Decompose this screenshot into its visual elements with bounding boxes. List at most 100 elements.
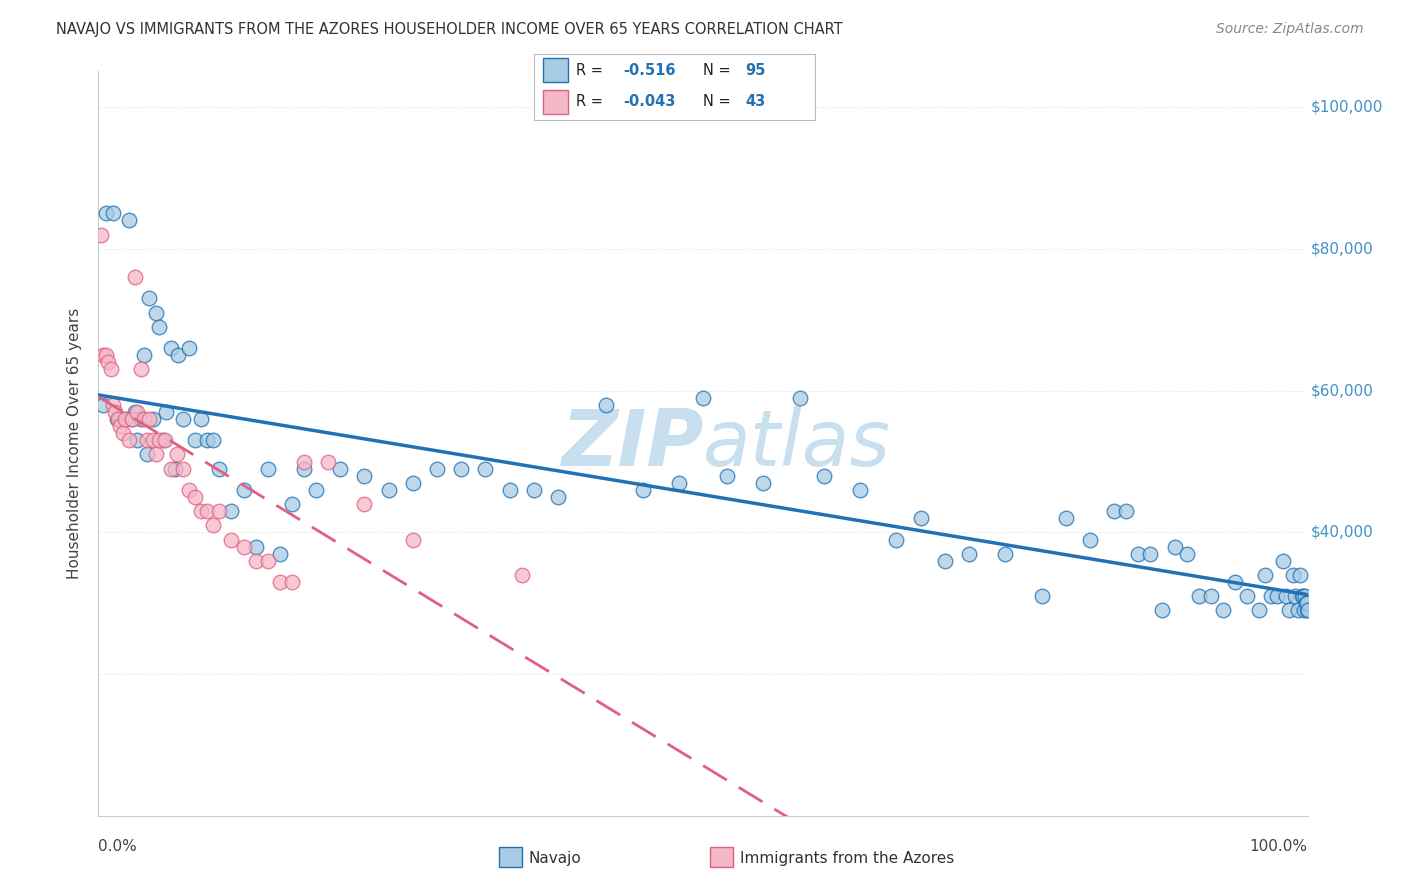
Point	[402, 475, 425, 490]
Point	[1275, 589, 1298, 603]
Point	[813, 468, 835, 483]
Point	[202, 518, 225, 533]
Point	[184, 490, 207, 504]
Point	[994, 547, 1017, 561]
Point	[1031, 589, 1053, 603]
Point	[135, 447, 157, 461]
Text: N =: N =	[703, 95, 735, 109]
Point	[121, 412, 143, 426]
Point	[94, 348, 117, 362]
Point	[1282, 568, 1305, 582]
Point	[1223, 575, 1246, 590]
Point	[221, 533, 243, 547]
Point	[547, 490, 569, 504]
Text: Navajo: Navajo	[529, 851, 582, 865]
Point	[886, 533, 908, 547]
Point	[145, 305, 167, 319]
Point	[107, 412, 129, 426]
Text: 0.0%: 0.0%	[98, 838, 138, 854]
Point	[1296, 596, 1319, 610]
Point	[1054, 511, 1077, 525]
Point	[510, 568, 533, 582]
Point	[208, 504, 231, 518]
Point	[256, 461, 278, 475]
Point	[108, 419, 131, 434]
Point	[1236, 589, 1258, 603]
Point	[152, 434, 174, 448]
Point	[172, 412, 194, 426]
Point	[129, 362, 152, 376]
Point	[118, 213, 141, 227]
Point	[1163, 540, 1185, 554]
Point	[91, 348, 114, 362]
Point	[190, 504, 212, 518]
Point	[1102, 504, 1125, 518]
Point	[148, 434, 170, 448]
Point	[329, 461, 352, 475]
Point	[104, 405, 127, 419]
Point	[90, 227, 112, 242]
Point	[134, 348, 156, 362]
Point	[160, 341, 183, 355]
Point	[523, 483, 546, 497]
Point	[1284, 589, 1306, 603]
Point	[127, 405, 149, 419]
Point	[100, 362, 122, 376]
Point	[1212, 603, 1234, 617]
Point	[138, 412, 160, 426]
Point	[208, 461, 231, 475]
Bar	[543, 90, 568, 114]
Point	[1139, 547, 1161, 561]
Point	[426, 461, 449, 475]
Text: 43: 43	[745, 95, 765, 109]
Point	[1260, 589, 1282, 603]
Point	[97, 355, 120, 369]
Point	[134, 412, 156, 426]
Text: $80,000: $80,000	[1312, 241, 1374, 256]
Point	[1292, 603, 1315, 617]
Point	[256, 554, 278, 568]
Point	[1292, 589, 1315, 603]
Text: N =: N =	[703, 62, 735, 78]
Point	[752, 475, 775, 490]
Point	[934, 554, 956, 568]
Point	[1286, 603, 1309, 617]
Point	[281, 497, 304, 511]
Point	[166, 447, 188, 461]
Text: -0.516: -0.516	[623, 62, 675, 78]
Point	[1296, 603, 1319, 617]
Point	[292, 461, 315, 475]
Point	[172, 461, 194, 475]
Text: Immigrants from the Azores: Immigrants from the Azores	[740, 851, 953, 865]
Text: atlas: atlas	[703, 406, 891, 482]
Point	[849, 483, 872, 497]
Point	[108, 412, 131, 426]
Point	[190, 412, 212, 426]
Point	[789, 391, 811, 405]
Point	[155, 405, 177, 419]
Point	[124, 405, 146, 419]
Point	[1152, 603, 1174, 617]
Text: R =: R =	[576, 62, 607, 78]
Point	[1254, 568, 1277, 582]
Text: 95: 95	[745, 62, 765, 78]
Text: $40,000: $40,000	[1312, 524, 1374, 540]
Point	[91, 398, 114, 412]
Point	[135, 434, 157, 448]
Point	[1278, 603, 1301, 617]
Point	[101, 206, 124, 220]
Point	[160, 461, 183, 475]
Point	[177, 483, 201, 497]
Point	[353, 497, 375, 511]
Point	[94, 206, 117, 220]
Point	[1265, 589, 1288, 603]
Point	[1249, 603, 1271, 617]
Point	[118, 434, 141, 448]
Point	[138, 291, 160, 305]
Point	[111, 426, 134, 441]
Text: $100,000: $100,000	[1312, 99, 1384, 114]
Point	[124, 270, 146, 285]
Point	[129, 412, 152, 426]
Point	[221, 504, 243, 518]
Point	[269, 575, 291, 590]
